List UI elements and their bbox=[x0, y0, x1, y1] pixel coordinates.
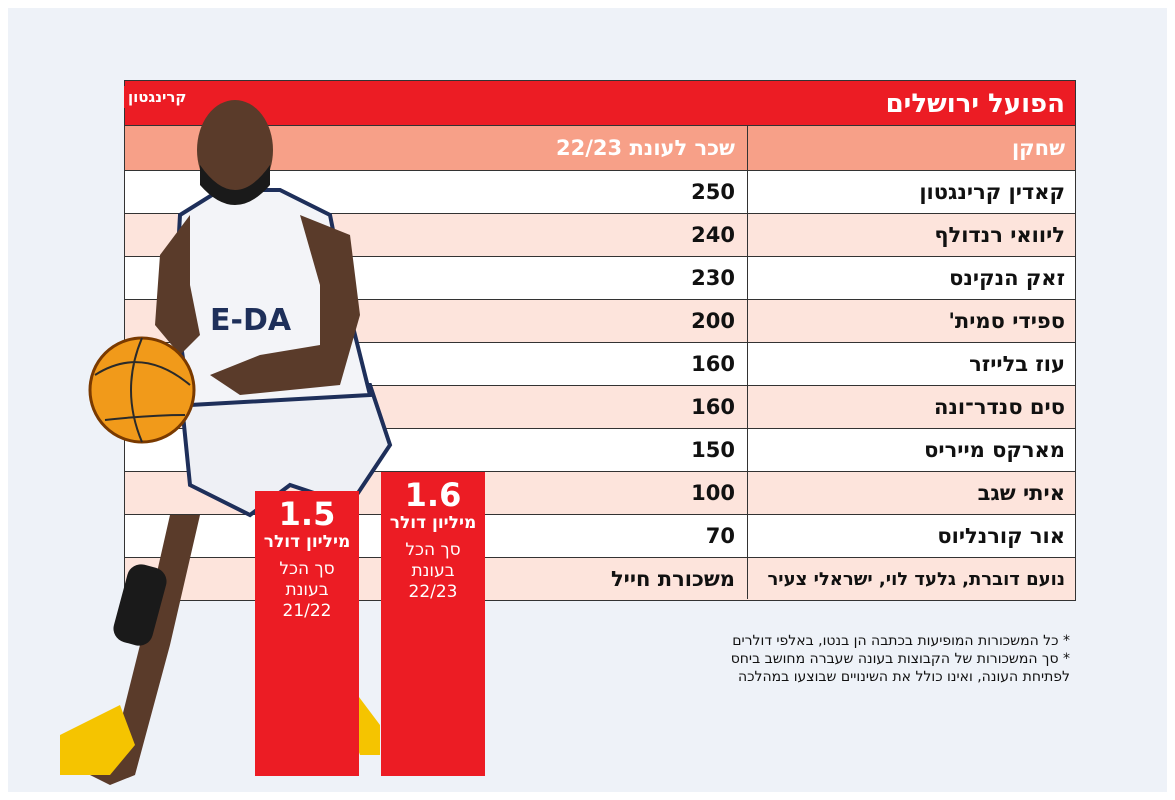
player-name: סים סנדר־ונה bbox=[933, 395, 1065, 419]
column-divider bbox=[747, 126, 748, 599]
player-salary: 230 bbox=[691, 266, 735, 290]
table-title-bar: הפועל ירושלים bbox=[124, 80, 1076, 126]
total-value: 1.5 bbox=[278, 495, 336, 533]
total-label2: בעונת bbox=[285, 580, 329, 600]
player-name: איתי שגב bbox=[977, 481, 1065, 505]
footnote-2: * סך המשכורות של הקבוצות בעונה שעברה מחו… bbox=[730, 651, 1070, 667]
player-salary: 240 bbox=[691, 223, 735, 247]
footnotes: * כל המשכורות המופיעות בכתבה הן בנטו, בא… bbox=[731, 632, 1070, 686]
total-label2: בעונת bbox=[411, 561, 455, 581]
table-header-row: שחקן שכר לעונת 22/23 bbox=[124, 126, 1076, 171]
total-unit: מיליון דולר bbox=[389, 513, 477, 533]
total-unit: מיליון דולר bbox=[263, 532, 351, 552]
total-label1: סך הכל bbox=[279, 559, 335, 579]
footnote-3: לפתיחת העונה, ואינו כולל את השינויים שבו… bbox=[737, 669, 1070, 685]
player-name: ספידי סמית' bbox=[948, 309, 1065, 333]
player-name-tag: קרינגטון bbox=[124, 86, 191, 108]
player-salary: 70 bbox=[705, 524, 735, 548]
player-salary: משכורת חייל bbox=[610, 567, 735, 591]
player-name: קאדין קרינגטון bbox=[919, 180, 1065, 204]
table-title: הפועל ירושלים bbox=[885, 89, 1065, 119]
player-salary: 250 bbox=[691, 180, 735, 204]
player-head bbox=[197, 100, 273, 200]
player-salary: 160 bbox=[691, 352, 735, 376]
player-salary: 200 bbox=[691, 309, 735, 333]
total-label1: סך הכל bbox=[405, 540, 461, 560]
player-beard bbox=[200, 165, 270, 205]
header-player: שחקן bbox=[1011, 136, 1065, 160]
footnote-1: * כל המשכורות המופיעות בכתבה הן בנטו, בא… bbox=[732, 633, 1070, 649]
player-salary: 100 bbox=[691, 481, 735, 505]
svg-text:E-DA: E-DA bbox=[210, 303, 292, 338]
knee-sleeve bbox=[113, 564, 167, 646]
header-salary: שכר לעונת 22/23 bbox=[556, 136, 735, 160]
player-name: נועם דוברת, גלעד לוי, ישראלי צעיר bbox=[767, 569, 1065, 590]
total-value: 1.6 bbox=[404, 476, 462, 514]
total-bar: 1.6 מיליון דולר סך הכל בעונת 22/23 bbox=[381, 472, 485, 776]
player-right-arm bbox=[210, 215, 360, 395]
player-left-arm bbox=[155, 215, 200, 355]
basketball bbox=[88, 336, 196, 444]
player-salary: 160 bbox=[691, 395, 735, 419]
total-season: 21/22 bbox=[282, 601, 332, 621]
player-name: אור קורנליוס bbox=[937, 524, 1065, 548]
player-name: עוז בלייזר bbox=[969, 352, 1065, 376]
total-season: 22/23 bbox=[408, 582, 458, 602]
player-salary: 150 bbox=[691, 438, 735, 462]
player-left-leg bbox=[90, 515, 200, 785]
player-name: מארקס מייריס bbox=[924, 438, 1065, 462]
left-shoe bbox=[60, 705, 135, 775]
total-bar: 1.5 מיליון דולר סך הכל בעונת 21/22 bbox=[255, 491, 359, 776]
player-name: זאק הנקינס bbox=[949, 266, 1065, 290]
player-name: ליוואי רנדולף bbox=[934, 223, 1065, 247]
